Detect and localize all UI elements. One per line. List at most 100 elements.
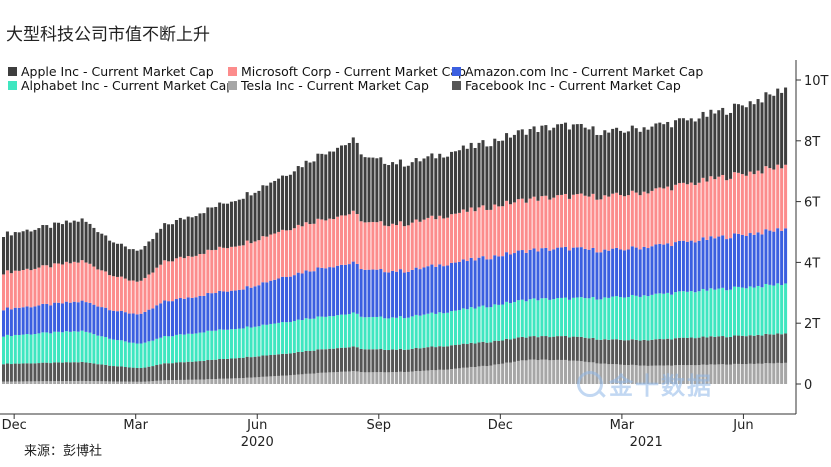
bar-segment-4-122 bbox=[481, 205, 485, 257]
bar-segment-0-72 bbox=[284, 375, 288, 384]
legend-entry-alphabet[interactable]: Alphabet Inc - Current Market Cap bbox=[8, 78, 234, 93]
bar-segment-1-188 bbox=[740, 335, 744, 365]
bar-segment-4-44 bbox=[174, 258, 178, 300]
bar-segment-0-90 bbox=[355, 371, 359, 384]
bar-segment-3-55 bbox=[218, 290, 222, 330]
bar-segment-1-66 bbox=[261, 355, 265, 377]
bar-segment-4-160 bbox=[630, 190, 634, 247]
bar-segment-3-174 bbox=[685, 241, 689, 292]
bar-segment-5-114 bbox=[450, 151, 454, 215]
bar-segment-5-159 bbox=[626, 131, 630, 196]
legend-entry-amazon[interactable]: Amazon.com Inc - Current Market Cap bbox=[452, 64, 703, 79]
bar-segment-0-184 bbox=[725, 364, 729, 384]
bar-segment-1-59 bbox=[233, 358, 237, 379]
bar-segment-1-31 bbox=[123, 366, 127, 382]
bar-segment-1-58 bbox=[229, 358, 233, 379]
bar-segment-3-151 bbox=[595, 252, 599, 300]
bar-segment-2-54 bbox=[214, 330, 218, 360]
bar-segment-1-7 bbox=[29, 363, 33, 382]
bar-segment-2-44 bbox=[174, 334, 178, 363]
bar-segment-2-4 bbox=[17, 334, 21, 364]
bar-segment-0-175 bbox=[689, 365, 693, 384]
bar-segment-5-110 bbox=[434, 158, 438, 220]
legend-entry-facebook[interactable]: Facebook Inc - Current Market Cap bbox=[452, 78, 681, 93]
bar-segment-1-17 bbox=[68, 362, 72, 382]
bar-segment-0-41 bbox=[163, 380, 167, 384]
bar-segment-5-27 bbox=[108, 240, 112, 276]
bar-segment-2-99 bbox=[391, 317, 395, 350]
bar-segment-2-180 bbox=[709, 288, 713, 337]
bar-segment-4-111 bbox=[438, 215, 442, 265]
bar-segment-3-160 bbox=[630, 246, 634, 295]
bar-segment-5-153 bbox=[603, 130, 607, 196]
bar-segment-1-8 bbox=[33, 363, 37, 382]
bar-segment-2-187 bbox=[736, 286, 740, 336]
bar-segment-1-150 bbox=[591, 337, 595, 363]
bar-segment-4-75 bbox=[296, 224, 300, 273]
bar-segment-2-153 bbox=[603, 297, 607, 340]
legend-entry-microsoft[interactable]: Microsoft Corp - Current Market Cap bbox=[228, 64, 466, 79]
legend-entry-tesla[interactable]: Tesla Inc - Current Market Cap bbox=[228, 78, 429, 93]
bar-segment-0-131 bbox=[516, 360, 520, 384]
bar-segment-2-160 bbox=[630, 294, 634, 340]
bar-segment-1-46 bbox=[182, 362, 186, 380]
bar-segment-4-147 bbox=[579, 193, 583, 248]
bar-segment-2-103 bbox=[406, 317, 410, 350]
bar-segment-4-4 bbox=[17, 270, 21, 308]
bar-segment-2-92 bbox=[363, 317, 367, 350]
legend-entry-apple[interactable]: Apple Inc - Current Market Cap bbox=[8, 64, 214, 79]
bar-segment-0-179 bbox=[705, 364, 709, 384]
bar-segment-2-79 bbox=[312, 318, 316, 351]
bar-segment-4-156 bbox=[615, 192, 619, 248]
bar-segment-0-111 bbox=[438, 369, 442, 384]
bar-segment-3-107 bbox=[422, 267, 426, 315]
bar-segment-3-134 bbox=[528, 249, 532, 300]
bar-segment-3-128 bbox=[505, 252, 509, 302]
bar-segment-2-168 bbox=[662, 293, 666, 340]
bar-segment-4-148 bbox=[583, 195, 587, 249]
bar-segment-5-161 bbox=[634, 128, 638, 193]
bar-segment-0-8 bbox=[33, 381, 37, 384]
y-tick-label-5: 10T bbox=[804, 74, 829, 89]
bar-segment-4-106 bbox=[418, 221, 422, 270]
bar-segment-4-82 bbox=[324, 220, 328, 269]
bar-segment-4-93 bbox=[367, 222, 371, 270]
bar-segment-1-121 bbox=[477, 342, 481, 367]
bar-segment-4-60 bbox=[237, 245, 241, 290]
bar-segment-5-179 bbox=[705, 116, 709, 182]
bar-segment-4-143 bbox=[563, 193, 568, 247]
bar-segment-3-84 bbox=[332, 267, 336, 317]
bar-segment-1-73 bbox=[288, 353, 292, 376]
bar-segment-5-65 bbox=[257, 190, 261, 241]
bar-segment-2-130 bbox=[512, 301, 516, 339]
bar-segment-1-158 bbox=[622, 340, 626, 365]
bar-segment-3-46 bbox=[182, 298, 186, 335]
bar-segment-0-79 bbox=[312, 373, 316, 384]
bar-segment-2-94 bbox=[371, 316, 375, 350]
bar-segment-3-64 bbox=[253, 286, 257, 327]
bar-segment-1-157 bbox=[619, 339, 623, 365]
x-tick-label-0: Dec bbox=[2, 418, 27, 433]
bar-segment-3-180 bbox=[709, 236, 713, 289]
bar-segment-3-97 bbox=[383, 272, 387, 319]
bar-segment-1-32 bbox=[127, 367, 131, 382]
bar-segment-3-147 bbox=[579, 247, 583, 298]
bar-segment-2-21 bbox=[84, 331, 88, 363]
bar-segment-3-39 bbox=[155, 305, 159, 339]
bar-segment-1-29 bbox=[115, 366, 119, 382]
bar-segment-2-19 bbox=[76, 331, 80, 363]
bar-segment-2-152 bbox=[599, 299, 603, 340]
bar-segment-2-59 bbox=[233, 329, 237, 359]
bar-segment-1-50 bbox=[198, 361, 202, 380]
bar-segment-4-95 bbox=[375, 222, 379, 270]
bar-segment-2-65 bbox=[257, 326, 261, 357]
bar-segment-4-58 bbox=[229, 246, 233, 291]
bar-segment-1-23 bbox=[92, 363, 96, 382]
bar-segment-1-89 bbox=[351, 346, 355, 372]
bar-segment-0-42 bbox=[167, 380, 171, 384]
bar-segment-4-25 bbox=[100, 270, 104, 308]
bar-segment-5-37 bbox=[147, 241, 151, 275]
bar-segment-5-29 bbox=[115, 243, 119, 277]
bar-segment-5-81 bbox=[320, 153, 324, 220]
bar-segment-0-143 bbox=[563, 359, 568, 384]
